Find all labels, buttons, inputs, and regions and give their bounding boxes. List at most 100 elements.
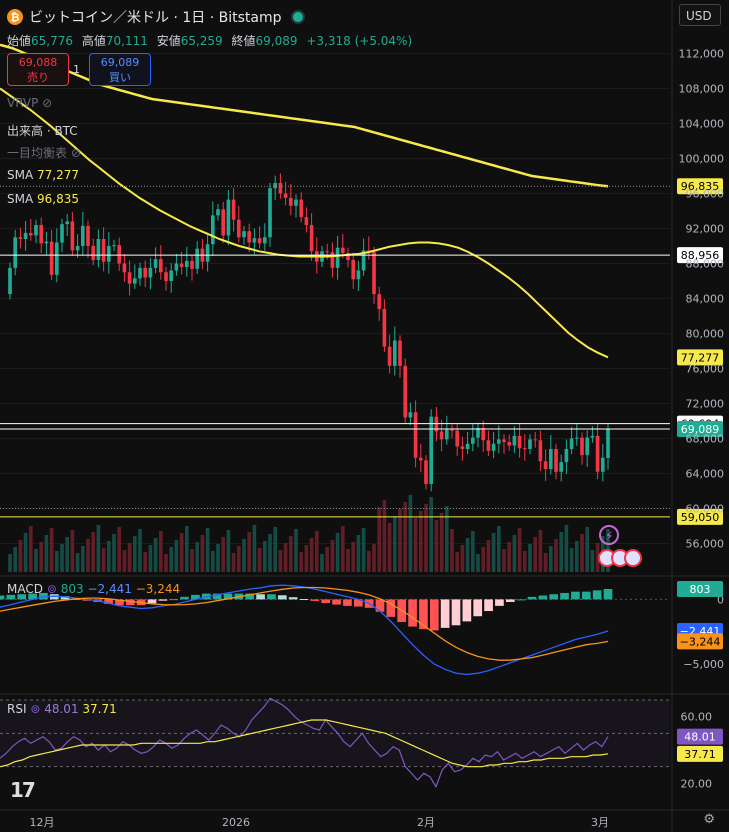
symbol-header[interactable]: ₿ ビットコイン／米ドル · 1日 · Bitstamp: [7, 7, 306, 27]
volume-bar: [169, 547, 174, 572]
volume-bar: [470, 531, 475, 572]
macd-histogram-bar: [495, 599, 504, 606]
volume-bar: [564, 525, 569, 572]
candle-body: [439, 431, 444, 440]
price-tick-label: 76,000: [686, 363, 725, 376]
indicator-volume[interactable]: 出来高 · BTC: [7, 122, 78, 139]
rsi-tick-label: 60.00: [681, 711, 713, 724]
macd-histogram-bar: [581, 591, 591, 600]
volume-bar: [299, 552, 304, 572]
candle-body: [554, 449, 558, 472]
gear-icon[interactable]: ⚙: [703, 812, 715, 827]
candle-body: [470, 437, 475, 444]
volume-bar: [460, 545, 465, 572]
candle-body: [444, 429, 449, 440]
volume-bar: [377, 507, 382, 572]
volume-bar: [403, 502, 408, 572]
time-tick-label: 2月: [417, 816, 435, 829]
volume-bar: [65, 537, 70, 572]
candle-body: [496, 439, 501, 444]
volume-bar: [101, 548, 106, 572]
macd-histogram-bar: [256, 594, 265, 600]
order-quantity[interactable]: 1: [73, 63, 80, 76]
volume-bar: [283, 543, 288, 572]
close-value: 69,089: [255, 34, 298, 48]
volume-bars: [8, 495, 610, 572]
eye-off-icon: ⊘: [42, 96, 53, 110]
macd-histogram-bar: [462, 599, 472, 622]
rsi-tick-label: 20.00: [681, 777, 713, 790]
volume-label: 出来高 · BTC: [7, 124, 78, 138]
candle-body: [424, 460, 428, 484]
candle-body: [278, 183, 283, 194]
macd-histogram-bar: [516, 599, 526, 601]
volume-bar: [387, 523, 392, 572]
macd-legend[interactable]: MACD ⊚ 803 −2,441 −3,244: [7, 582, 180, 596]
volume-bar: [304, 545, 309, 572]
volume-bar: [418, 511, 423, 572]
volume-bar: [585, 527, 590, 572]
volume-bar: [44, 535, 49, 572]
macd-histogram-bar: [6, 594, 16, 600]
rsi-axis-label: 48.01: [684, 731, 716, 744]
candle-body: [460, 446, 465, 449]
price-tick-label: 84,000: [686, 293, 725, 306]
candle-body: [179, 263, 184, 267]
volume-bar: [382, 500, 387, 572]
volume-bar: [247, 532, 252, 572]
candle-body: [413, 412, 418, 458]
macd-histogram-bar: [104, 599, 113, 604]
macd-histogram-bar: [169, 599, 179, 601]
volume-bar: [127, 543, 132, 572]
candle-body: [283, 193, 288, 198]
macd-histogram-bar: [592, 590, 602, 600]
indicator-ichimoku[interactable]: 一目均衡表 ⊘: [7, 144, 81, 161]
indicator-sma-2[interactable]: SMA 96,835: [7, 192, 79, 206]
price-tick-label: 108,000: [679, 83, 725, 96]
eye-off-icon: ⊘: [70, 146, 81, 160]
volume-bar: [491, 533, 496, 572]
sma-label: SMA: [7, 192, 34, 206]
candle-body: [174, 263, 179, 271]
volume-bar: [320, 554, 324, 572]
volume-bar: [543, 553, 548, 572]
candle-body: [127, 272, 132, 284]
candle-body: [195, 248, 200, 269]
candle-body: [158, 259, 163, 273]
volume-bar: [112, 534, 116, 572]
volume-bar: [330, 540, 335, 572]
symbol-title: ビットコイン／米ドル · 1日 · Bitstamp: [29, 10, 282, 26]
change-value: +3,318 (+5.04%): [306, 34, 413, 48]
sma-lines: [0, 43, 609, 359]
candle-body: [101, 239, 106, 262]
volume-bar: [356, 535, 361, 572]
volume-bar: [455, 552, 460, 572]
volume-bar: [8, 554, 12, 572]
candle-body: [450, 429, 454, 431]
rsi-axis-label: 37.71: [684, 748, 716, 761]
candle-body: [106, 246, 111, 262]
candle-body: [387, 346, 392, 366]
rsi-legend[interactable]: RSI ⊚ 48.01 37.71: [7, 702, 117, 716]
volume-bar: [450, 529, 454, 572]
indicator-vrvp[interactable]: VRVP ⊘: [7, 96, 52, 110]
sell-button[interactable]: 69,088 売り: [7, 53, 69, 86]
candle-body: [39, 225, 44, 244]
sma-label-bg: [677, 178, 723, 195]
high-label: 高値: [81, 34, 106, 48]
macd-histogram-bar: [571, 591, 580, 600]
candle-body: [330, 252, 335, 268]
currency-selector[interactable]: USD: [679, 4, 721, 26]
price-tick-label: 112,000: [679, 48, 725, 61]
volume-bar: [179, 533, 184, 572]
candle-body: [574, 437, 579, 439]
low-value: 65,259: [180, 34, 223, 48]
candle-body: [138, 267, 142, 279]
macd-histogram-bar: [538, 595, 548, 600]
indicator-sma-1[interactable]: SMA 77,277: [7, 168, 79, 182]
volume-bar: [153, 538, 158, 572]
buy-button[interactable]: 69,089 買い: [89, 53, 151, 86]
volume-bar: [226, 530, 231, 572]
